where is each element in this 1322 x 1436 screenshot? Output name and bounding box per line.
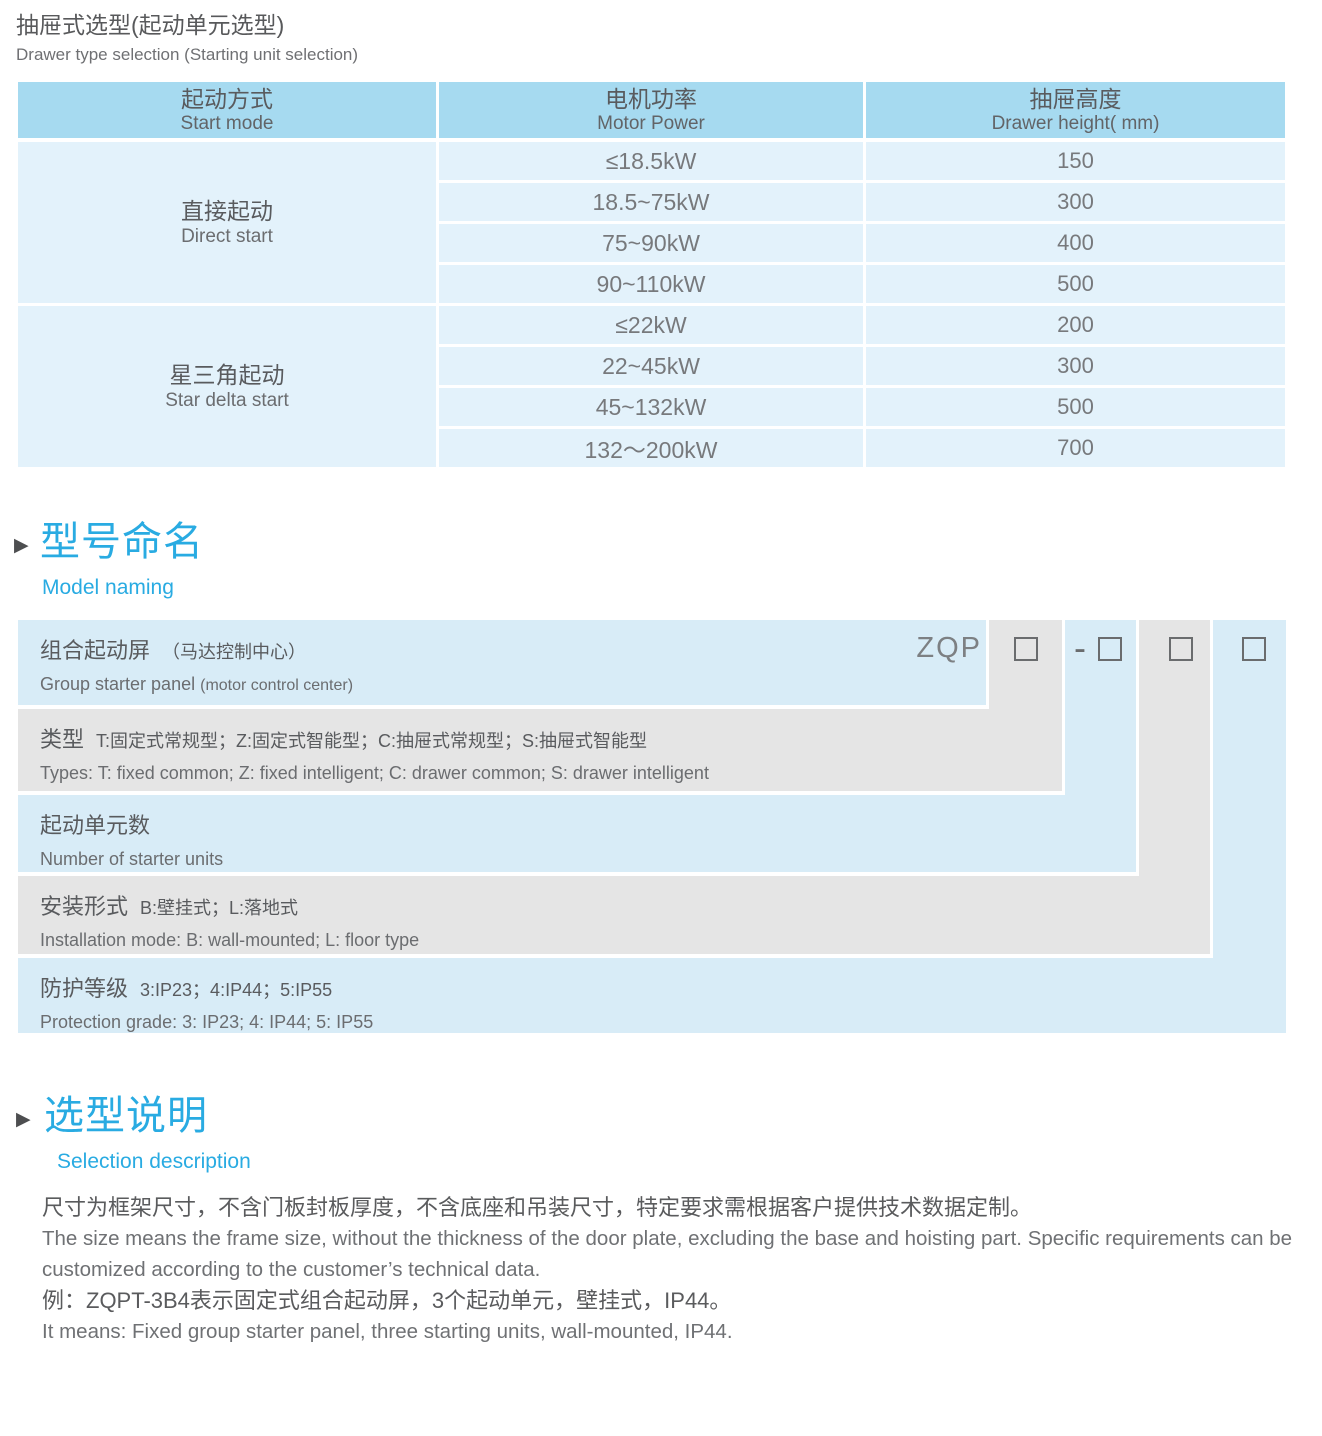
band-en-main: Protection grade: 3: IP23; 4: IP44; 5: I… <box>40 1012 374 1032</box>
naming-column-type <box>989 620 1062 791</box>
page-title-cn: 抽屉式选型(起动单元选型) <box>16 12 285 38</box>
naming-band-protection-grade: 防护等级 3:IP23；4:IP44；5:IP55 Protection grad… <box>18 958 1286 1033</box>
naming-band-installation-mode: 安装形式 B:壁挂式；L:落地式 Installation mode: B: wa… <box>18 876 1210 954</box>
naming-column-installation <box>1139 620 1210 954</box>
naming-column-units <box>1065 620 1136 872</box>
naming-band-types: 类型 T:固定式常规型；Z:固定式智能型；C:抽屉式常规型；S:抽屉式智能型 Ty… <box>18 709 1062 791</box>
section-subtitle-model-naming: Model naming <box>42 576 174 599</box>
model-code-box-units <box>1098 637 1122 661</box>
band-cn-sub: （马达控制中心） <box>162 642 307 662</box>
motor-power-cell: 132～200kW <box>439 429 863 467</box>
section-arrow-icon: ▶ <box>16 1109 31 1130</box>
page-title-en: Drawer type selection (Starting unit sel… <box>16 45 359 64</box>
band-en-sub: (motor control center) <box>200 677 354 694</box>
band-en-main: Group starter panel <box>40 674 196 694</box>
model-code-box-type <box>1014 637 1038 661</box>
section-title-model-naming: 型号命名 <box>40 520 204 564</box>
col-header-drawer-height-cn: 抽屉高度 <box>1029 85 1122 112</box>
table-row: 18.5~75kW 300 <box>439 183 1285 221</box>
band-cn-sub: B:壁挂式；L:落地式 <box>140 898 299 918</box>
desc-line-cn: 例：ZQPT-3B4表示固定式组合起动屏，3个起动单元，壁挂式，IP44。 <box>42 1288 732 1313</box>
table-header-row: 起动方式 Start mode 电机功率 Motor Power 抽屉高度 Dr… <box>18 82 1285 138</box>
col-header-drawer-height-en: Drawer height( mm) <box>991 112 1160 134</box>
drawer-selection-table: 起动方式 Start mode 电机功率 Motor Power 抽屉高度 Dr… <box>18 82 1285 467</box>
band-cn-main: 防护等级 <box>40 976 129 1001</box>
table-row: 132～200kW 700 <box>439 429 1285 467</box>
section-title-selection-description: 选型说明 <box>44 1094 208 1138</box>
band-cn-sub: T:固定式常规型；Z:固定式智能型；C:抽屉式常规型；S:抽屉式智能型 <box>96 731 648 751</box>
start-mode-cn: 直接起动 <box>181 197 273 224</box>
doc-title: 抽屉式选型(起动单元选型) Drawer type selection (Sta… <box>16 10 358 67</box>
motor-power-cell: 18.5~75kW <box>439 183 863 221</box>
motor-power-cell: 45~132kW <box>439 388 863 426</box>
table-group-star-delta-start: 星三角起动 Star delta start ≤22kW 200 22~45kW… <box>18 306 1285 467</box>
naming-band-starter-units: 起动单元数 Number of starter units <box>18 795 1136 872</box>
drawer-height-cell: 400 <box>866 224 1285 262</box>
drawer-height-cell: 200 <box>866 306 1285 344</box>
start-mode-cell: 直接起动 Direct start <box>18 142 436 303</box>
table-row: 45~132kW 500 <box>439 388 1285 426</box>
drawer-height-cell: 300 <box>866 347 1285 385</box>
band-cn-main: 安装形式 <box>40 894 129 919</box>
naming-band-group-starter-panel: 组合起动屏 （马达控制中心） Group starter panel (motor… <box>18 620 986 705</box>
start-mode-en: Direct start <box>181 225 273 247</box>
table-row: ≤18.5kW 150 <box>439 142 1285 180</box>
band-en-main: Types: T: fixed common; Z: fixed intelli… <box>40 763 709 783</box>
desc-line-en: It means: Fixed group starter panel, thr… <box>42 1320 733 1343</box>
table-row: 22~45kW 300 <box>439 347 1285 385</box>
table-row: 75~90kW 400 <box>439 224 1285 262</box>
motor-power-cell: 75~90kW <box>439 224 863 262</box>
start-mode-cn: 星三角起动 <box>169 361 285 388</box>
motor-power-cell: ≤18.5kW <box>439 142 863 180</box>
table-group-direct-start: 直接起动 Direct start ≤18.5kW 150 18.5~75kW … <box>18 142 1285 303</box>
section-arrow-icon: ▶ <box>14 535 29 556</box>
col-header-motor-power-en: Motor Power <box>597 112 705 134</box>
model-prefix: ZQP <box>916 632 982 664</box>
drawer-height-cell: 500 <box>866 388 1285 426</box>
drawer-height-cell: 300 <box>866 183 1285 221</box>
drawer-height-cell: 500 <box>866 265 1285 303</box>
start-mode-cell: 星三角起动 Star delta start <box>18 306 436 467</box>
col-header-start-mode-cn: 起动方式 <box>181 85 273 112</box>
model-code-separator: - <box>1074 627 1086 668</box>
drawer-height-cell: 700 <box>866 429 1285 467</box>
drawer-height-cell: 150 <box>866 142 1285 180</box>
motor-power-cell: ≤22kW <box>439 306 863 344</box>
desc-line-cn: 尺寸为框架尺寸，不含门板封板厚度，不含底座和吊装尺寸，特定要求需根据客户提供技术… <box>42 1195 1033 1220</box>
desc-line-en: The size means the frame size, without t… <box>42 1227 1293 1281</box>
naming-column-protection <box>1213 620 1286 1033</box>
band-en-main: Number of starter units <box>40 849 224 869</box>
col-header-motor-power-cn: 电机功率 <box>605 85 697 112</box>
motor-power-cell: 22~45kW <box>439 347 863 385</box>
selection-description-text: 尺寸为框架尺寸，不含门板封板厚度，不含底座和吊装尺寸，特定要求需根据客户提供技术… <box>42 1192 1294 1347</box>
model-code-box-installation <box>1169 637 1193 661</box>
col-header-start-mode-en: Start mode <box>180 112 274 134</box>
motor-power-cell: 90~110kW <box>439 265 863 303</box>
band-cn-main: 类型 <box>40 727 85 752</box>
col-header-drawer-height: 抽屉高度 Drawer height( mm) <box>866 82 1285 138</box>
col-header-start-mode: 起动方式 Start mode <box>18 82 436 138</box>
table-body: 直接起动 Direct start ≤18.5kW 150 18.5~75kW … <box>18 142 1285 467</box>
band-cn-main: 起动单元数 <box>40 813 151 838</box>
col-header-motor-power: 电机功率 Motor Power <box>439 82 863 138</box>
section-subtitle-selection-description: Selection description <box>57 1150 251 1173</box>
start-mode-en: Star delta start <box>165 389 289 411</box>
band-cn-main: 组合起动屏 <box>40 638 151 663</box>
band-cn-sub: 3:IP23；4:IP44；5:IP55 <box>140 980 333 1000</box>
band-en-main: Installation mode: B: wall-mounted; L: f… <box>40 930 420 950</box>
model-code-box-protection <box>1242 637 1266 661</box>
table-row: ≤22kW 200 <box>439 306 1285 344</box>
table-row: 90~110kW 500 <box>439 265 1285 303</box>
